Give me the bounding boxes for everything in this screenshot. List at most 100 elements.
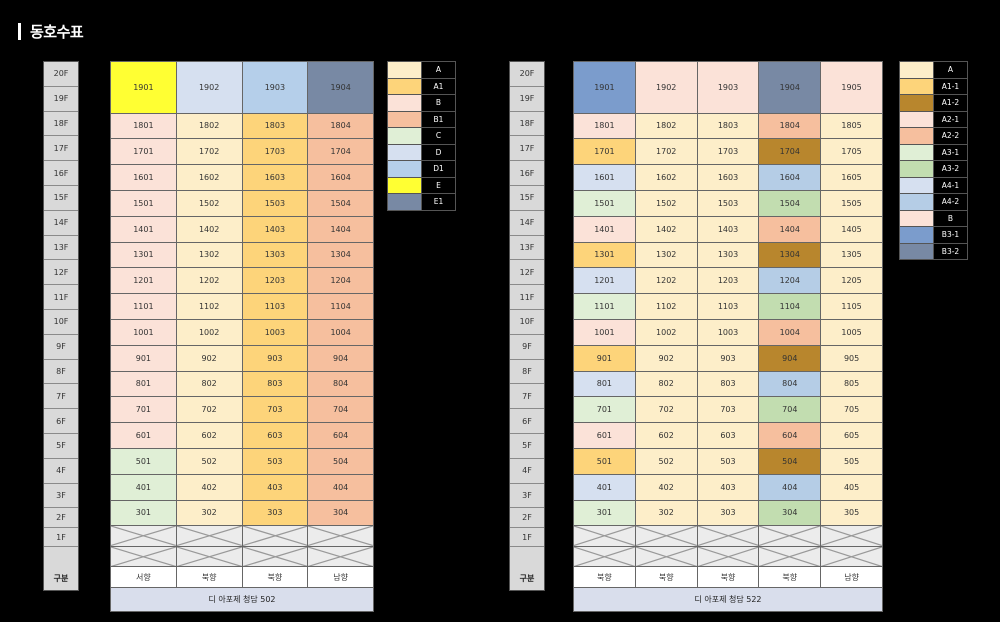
unit-cell-1201: 1201 [574,268,635,294]
unit-cell-803: 803 [242,371,308,397]
building-name: 디 아포제 청담 522 [574,587,882,611]
unit-cell-905: 905 [821,345,882,371]
unit-cell-604: 604 [308,423,373,448]
unit-cell-1101: 1101 [574,294,635,319]
unit-cell-1404: 1404 [759,216,821,242]
unit-cell-602: 602 [176,423,242,448]
floor-label-3f: 3F [510,484,544,509]
legend-label: A1-2 [934,95,967,111]
direction-cell: 북향 [574,567,635,587]
unit-cell-604: 604 [759,423,821,448]
title-accent-bar [18,22,21,40]
empty-floor-cell [574,526,635,546]
legend-label: E1 [422,194,455,210]
no-unit-cross-icon [636,526,697,546]
unit-cell-404: 404 [308,474,373,500]
legend-label: B [934,210,967,226]
floor-label-9f: 9F [510,335,544,360]
floor-label-17f: 17F [510,136,544,162]
floor-label-13f: 13F [44,236,78,261]
unit-cell-1802: 1802 [635,113,697,139]
legend-label: A3-2 [934,161,967,177]
floor-label-11f: 11F [44,285,78,310]
legend-swatch [388,128,421,144]
empty-floor-cell [759,546,821,567]
unit-cell-305: 305 [821,500,882,526]
unit-cell-1701: 1701 [574,139,635,165]
unit-cell-1601: 1601 [111,165,176,190]
floor-label-16f: 16F [44,161,78,186]
legend-label: A3-1 [934,144,967,160]
legend-label: A [422,62,455,78]
unit-cell-1803: 1803 [242,113,308,139]
unit-cell-1901: 1901 [574,62,635,113]
legend-swatch [388,62,421,78]
legend-swatch [900,210,933,226]
no-unit-cross-icon [177,526,242,546]
legend-label: A [934,62,967,78]
unit-cell-1503: 1503 [242,190,308,216]
floor-label-1f: 1F [44,528,78,548]
legend-swatch [900,62,933,78]
unit-cell-1401: 1401 [574,216,635,242]
unit-cell-1302: 1302 [635,242,697,268]
unit-cell-1001: 1001 [111,319,176,345]
unit-cell-1301: 1301 [111,242,176,268]
unit-cell-801: 801 [574,371,635,397]
empty-floor-cell [176,526,242,546]
unit-cell-1603: 1603 [242,165,308,190]
floor-label-18f: 18F [44,112,78,137]
unit-cell-1501: 1501 [574,190,635,216]
empty-floor-cell [242,546,308,567]
unit-cell-1904: 1904 [759,62,821,113]
floor-label-20f: 20F [510,62,544,87]
unit-cell-704: 704 [759,397,821,423]
legend-label: A4-1 [934,177,967,193]
unit-cell-1202: 1202 [176,268,242,294]
unit-cell-1304: 1304 [308,242,373,268]
legend-swatch [900,177,933,193]
direction-cell: 북향 [242,567,308,587]
unit-cell-1204: 1204 [308,268,373,294]
unit-cell-1303: 1303 [697,242,759,268]
legend-swatch [388,194,421,210]
unit-cell-702: 702 [176,397,242,423]
unit-cell-504: 504 [759,448,821,474]
no-unit-cross-icon [698,547,759,567]
floor-label-6f: 6F [44,409,78,434]
unit-cell-1103: 1103 [697,294,759,319]
empty-floor-cell [821,546,882,567]
unit-cell-1502: 1502 [176,190,242,216]
unit-cell-1101: 1101 [111,294,176,319]
floor-labels-522: 20F 19F 18F 17F 16F 15F 14F 13F 12F 11F 10F 9F 8F 7F 6… [509,61,545,591]
floor-label-12f: 12F [44,260,78,286]
unit-cell-1503: 1503 [697,190,759,216]
row-header-label: 구분 [519,573,535,583]
unit-cell-402: 402 [176,474,242,500]
unit-cell-1001: 1001 [574,319,635,345]
legend-swatch [388,144,421,160]
unit-cell-403: 403 [242,474,308,500]
unit-cell-1003: 1003 [697,319,759,345]
legend-502: A A1 B B1 C D D1 E E1 [387,61,456,211]
unit-cell-1402: 1402 [635,216,697,242]
no-unit-cross-icon [243,526,308,546]
unit-cell-1203: 1203 [242,268,308,294]
unit-cell-1404: 1404 [308,216,373,242]
unit-cell-904: 904 [308,345,373,371]
page-title: 동호수표 [30,22,84,41]
unit-cell-603: 603 [242,423,308,448]
unit-cell-1802: 1802 [176,113,242,139]
unit-cell-1301: 1301 [574,242,635,268]
floor-label-1f: 1F [510,528,544,548]
unit-cell-805: 805 [821,371,882,397]
unit-cell-1602: 1602 [176,165,242,190]
no-unit-cross-icon [821,526,882,546]
unit-cell-804: 804 [308,371,373,397]
floor-label-5f: 5F [44,434,78,459]
unit-cell-1502: 1502 [635,190,697,216]
legend-label: A4-2 [934,194,967,210]
floor-label-14f: 14F [510,211,544,236]
floor-label-15f: 15F [510,186,544,211]
unit-cell-702: 702 [635,397,697,423]
